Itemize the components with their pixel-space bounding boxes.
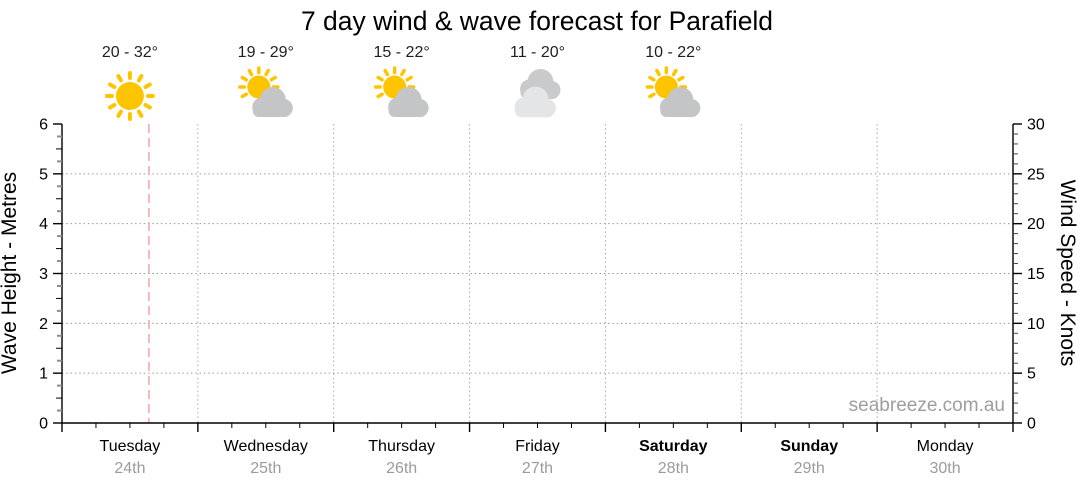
- temperature-labels: 20 - 32° 19 - 29° 15 - 22° 11 - 20° 10 - 22°: [102, 44, 702, 61]
- sun-ray: [648, 92, 656, 99]
- day-date-label: 28th: [658, 460, 689, 477]
- temperature-range-label: 20 - 32°: [102, 44, 158, 61]
- sun-ray: [400, 68, 406, 77]
- right-tick-label: 15: [1027, 266, 1045, 283]
- cloud-base: [515, 103, 554, 118]
- right-tick-label: 25: [1027, 166, 1045, 183]
- day-date-label: 25th: [250, 460, 281, 477]
- day-date-label: 24th: [114, 460, 145, 477]
- day-name-label: Tuesday: [100, 438, 161, 455]
- watermark-seabreeze: seabreeze.com.au: [849, 395, 1005, 416]
- right-tick-label: 5: [1027, 366, 1036, 383]
- left-tick-label: 4: [39, 216, 48, 233]
- day-name-label: Friday: [515, 438, 559, 455]
- left-tick-label: 0: [39, 416, 48, 433]
- cloud-shape: [388, 87, 429, 117]
- tick-marks: [53, 123, 1022, 432]
- sun-ray: [671, 68, 678, 77]
- cloud-shape: [514, 86, 556, 118]
- cloud-base: [388, 104, 427, 117]
- left-axis-title: Wave Height - Metres: [0, 172, 21, 374]
- day-name-label: Saturday: [639, 438, 708, 455]
- cloud-base: [252, 104, 291, 117]
- sun-disc: [115, 82, 144, 110]
- gridlines: [62, 124, 1013, 423]
- sun-ray: [116, 74, 123, 83]
- left-tick-label: 3: [39, 266, 48, 283]
- sun-ray: [269, 75, 277, 82]
- weather-icons: [104, 66, 701, 121]
- weather-icon-sunny: [104, 71, 155, 121]
- temperature-range-label: 15 - 22°: [374, 44, 430, 61]
- cloud-shape: [252, 87, 293, 117]
- sun-ray: [405, 75, 413, 82]
- sun-ray: [264, 68, 271, 77]
- sun-ray: [116, 109, 123, 118]
- sun-ray: [108, 103, 117, 110]
- sun-ray: [240, 75, 248, 82]
- sun-ray: [376, 92, 384, 99]
- sun-ray: [376, 75, 384, 82]
- sun-ray: [648, 75, 656, 82]
- sun-ray: [383, 68, 390, 77]
- sun-ray: [108, 82, 117, 89]
- day-labels: Tuesday 24th Wednesday 25th Thursday 26th Frid…: [100, 438, 974, 477]
- weather-icon-cloudy: [514, 69, 561, 118]
- sun-ray: [655, 68, 661, 77]
- day-name-label: Sunday: [780, 438, 838, 455]
- temperature-range-label: 11 - 20°: [510, 44, 565, 61]
- temperature-range-label: 19 - 29°: [238, 44, 294, 61]
- sun-ray: [136, 74, 144, 83]
- cloud-base: [660, 104, 699, 117]
- weather-icon-partly-cloudy: [373, 66, 429, 117]
- left-tick-label: 5: [39, 166, 48, 183]
- right-tick-label: 30: [1027, 117, 1045, 134]
- sun-ray: [247, 68, 254, 77]
- right-axis-title: Wind Speed - Knots: [1056, 180, 1079, 367]
- weather-icon-partly-cloudy: [645, 66, 701, 117]
- right-tick-label: 10: [1027, 316, 1045, 333]
- day-date-label: 30th: [930, 460, 961, 477]
- sun-ray: [143, 103, 152, 110]
- day-name-label: Monday: [917, 438, 974, 455]
- sun-ray: [136, 109, 144, 118]
- right-tick-label: 20: [1027, 216, 1045, 233]
- left-tick-label: 1: [39, 366, 48, 383]
- temperature-range-label: 10 - 22°: [645, 44, 701, 61]
- left-tick-label: 2: [39, 316, 48, 333]
- left-tick-label: 6: [39, 117, 48, 134]
- weather-icon-partly-cloudy: [238, 66, 293, 117]
- sun-ray: [143, 82, 152, 89]
- sun-ray: [240, 92, 248, 99]
- right-tick-label: 0: [1027, 416, 1036, 433]
- sun-ray: [677, 75, 685, 82]
- chart-title: 7 day wind & wave forecast for Parafield: [301, 6, 773, 36]
- day-date-label: 26th: [386, 460, 417, 477]
- tick-labels: 0 1 2 3 4 5 6 0 5 10 15 20 25 30: [39, 117, 1045, 433]
- cloud-shape: [659, 87, 701, 117]
- day-name-label: Wednesday: [224, 438, 308, 455]
- day-date-label: 29th: [794, 460, 825, 477]
- day-date-label: 27th: [522, 460, 553, 477]
- day-name-label: Thursday: [368, 438, 435, 455]
